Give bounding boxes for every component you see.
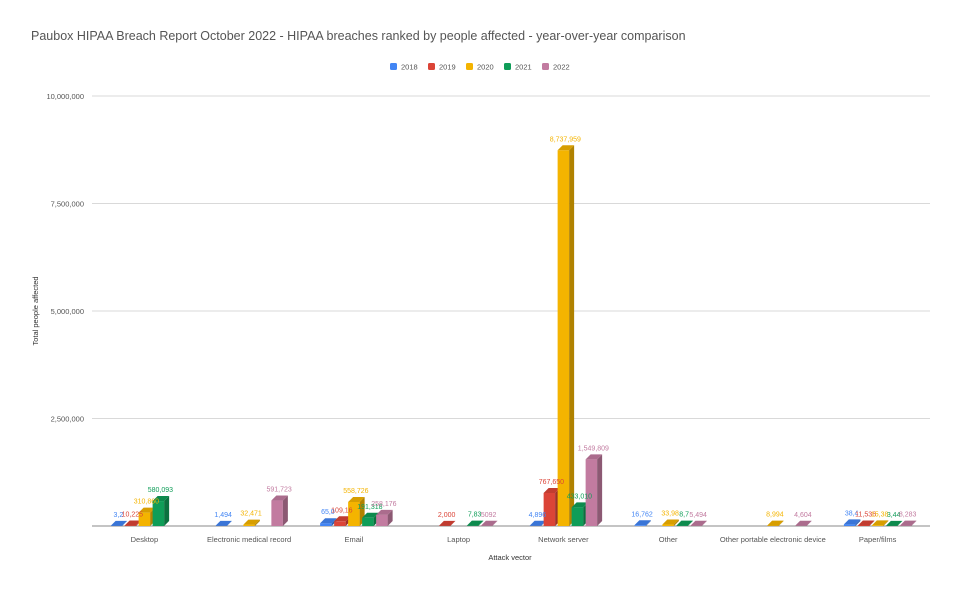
data-label-2020: 558,726 — [343, 488, 368, 495]
bar-2018 — [110, 520, 128, 526]
legend-label-2022: 2022 — [553, 63, 570, 72]
legend-swatch-2019 — [428, 63, 435, 70]
data-label-2018: 16,762 — [631, 511, 653, 518]
x-tick-label: Email — [344, 535, 363, 544]
bar-2018 — [634, 520, 651, 526]
x-tick-label: Desktop — [131, 535, 159, 544]
data-label-2021: 7,83 — [468, 512, 482, 519]
bar-2021 — [466, 520, 484, 526]
bar-2021 — [152, 496, 170, 526]
data-label-2022: 5092 — [481, 512, 497, 519]
x-tick-label: Other portable electronic device — [720, 535, 826, 544]
data-label-2021: 191,318 — [357, 504, 382, 511]
x-tick-label: Paper/films — [859, 535, 897, 544]
bar-2022 — [899, 520, 917, 526]
gridlines — [92, 95, 930, 527]
data-label-2018: 65,0 — [321, 509, 335, 516]
data-label-2021: 580,093 — [148, 487, 173, 494]
data-label-2019: 11,536 — [855, 512, 876, 519]
data-label-2020: 15,38 — [871, 511, 889, 518]
bar-2019 — [857, 520, 875, 526]
data-label-2018: 3,2 — [114, 512, 124, 519]
bar-2021 — [676, 520, 693, 526]
bars — [110, 145, 917, 526]
bar-2022 — [480, 520, 498, 526]
data-label-2019: 109,16 — [331, 507, 353, 514]
y-tick-label: 10,000,000 — [46, 92, 84, 101]
legend: 2018 2019 2020 2021 2022 — [390, 63, 570, 72]
data-label-2019: 10,225 — [122, 512, 144, 519]
bar-2020 — [871, 520, 889, 526]
chart-title: Paubox HIPAA Breach Report October 2022 … — [31, 29, 686, 43]
bar-2022 — [690, 520, 707, 526]
bar-2020 — [243, 519, 260, 526]
y-tick-label: 7,500,000 — [51, 200, 84, 209]
bar-2021 — [885, 520, 903, 526]
bar-2022 — [795, 520, 812, 526]
bar-2022 — [376, 509, 393, 526]
legend-label-2018: 2018 — [401, 63, 418, 72]
data-label-2018: 4,896 — [529, 512, 547, 519]
data-label-2022: 591,723 — [266, 487, 291, 494]
y-tick-label: 2,500,000 — [51, 415, 84, 424]
legend-swatch-2020 — [466, 63, 473, 70]
data-labels: 3,210,225 310,860 580,093 1,494 32,471 591,72… — [114, 136, 917, 519]
x-tick-label: Other — [659, 535, 678, 544]
bar-2022 — [585, 454, 603, 526]
bar-2020 — [767, 520, 784, 526]
bar-2020 — [662, 519, 679, 526]
data-label-2020: 8,994 — [766, 512, 784, 519]
data-label-2019: 2,000 — [438, 512, 456, 519]
legend-label-2021: 2021 — [515, 63, 532, 72]
data-label-2020: 32,471 — [240, 511, 262, 518]
data-label-2021: 433,010 — [567, 493, 592, 500]
data-label-2022: 258,176 — [371, 501, 396, 508]
data-label-2022: 4,604 — [794, 512, 812, 519]
y-axis-label: Total people affected — [31, 276, 40, 345]
legend-label-2020: 2020 — [477, 63, 494, 72]
legend-swatch-2021 — [504, 63, 511, 70]
x-tick-label: Network server — [538, 535, 589, 544]
x-axis-label: Attack vector — [488, 553, 532, 562]
y-axis-ticks: 2,500,000 5,000,000 7,500,000 10,000,000 — [46, 92, 84, 424]
data-label-2021: 8,7 — [679, 512, 689, 519]
legend-swatch-2018 — [390, 63, 397, 70]
x-tick-label: Electronic medical record — [207, 535, 291, 544]
legend-swatch-2022 — [542, 63, 549, 70]
x-tick-label: Laptop — [447, 535, 470, 544]
bar-2022 — [271, 495, 288, 526]
data-label-2022: 1,549,809 — [578, 445, 609, 452]
data-label-2020: 33,98 — [661, 511, 679, 518]
data-label-2019: 767,650 — [539, 479, 564, 486]
legend-label-2019: 2019 — [439, 63, 456, 72]
data-label-2020: 310,860 — [134, 499, 159, 506]
data-label-2022: 5,494 — [689, 512, 707, 519]
bar-2019 — [438, 520, 456, 526]
x-axis-ticks: Desktop Electronic medical record Email Lap… — [131, 535, 897, 544]
data-label-2020: 8,737,959 — [550, 136, 581, 143]
bar-2018 — [215, 520, 232, 526]
data-label-2018: 38,4 — [845, 510, 859, 517]
bar-2020 — [557, 145, 575, 526]
data-label-2022: 8,283 — [899, 512, 917, 519]
data-label-2018: 1,494 — [214, 512, 232, 519]
data-label-2021: 3,44 — [887, 512, 901, 519]
y-tick-label: 5,000,000 — [51, 307, 84, 316]
bar-2018 — [843, 519, 861, 526]
